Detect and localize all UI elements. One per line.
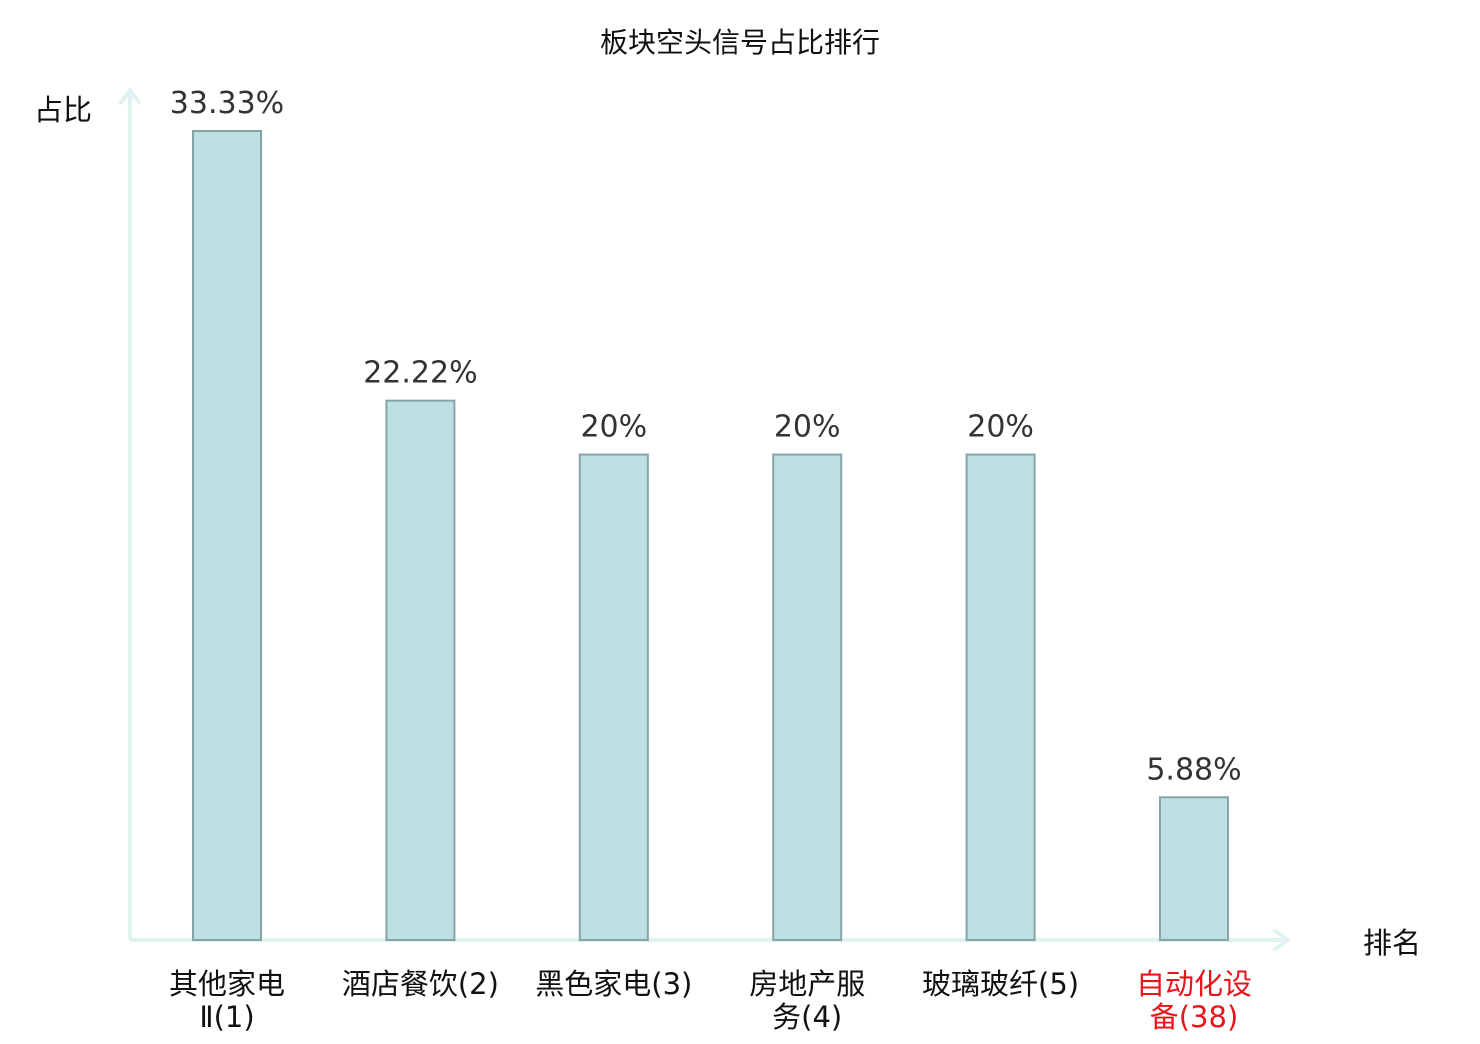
x-tick-label: 务(4) xyxy=(772,1000,842,1034)
bar-value-label: 20% xyxy=(967,410,1034,445)
bar-value-label: 20% xyxy=(580,410,647,445)
axes xyxy=(118,88,1290,952)
bar-value-label: 20% xyxy=(774,410,841,445)
x-axis-label: 排名 xyxy=(1363,926,1421,960)
bar xyxy=(965,453,1036,941)
chart-title: 板块空头信号占比排行 xyxy=(600,26,880,59)
bar-value-label: 33.33% xyxy=(170,86,284,121)
x-tick-label: 自动化设 xyxy=(1136,967,1252,1001)
x-tick-label: 黑色家电(3) xyxy=(535,967,692,1001)
y-axis-label: 占比 xyxy=(34,93,92,127)
x-tick-label: 房地产服 xyxy=(749,967,865,1001)
x-axis-arrow xyxy=(1272,928,1290,952)
bar xyxy=(385,399,456,941)
bar-value-label: 5.88% xyxy=(1146,752,1241,787)
bar xyxy=(772,453,843,941)
x-tick-label: 备(38) xyxy=(1150,1000,1239,1034)
bar xyxy=(1159,796,1229,942)
x-tick-label: 酒店餐饮(2) xyxy=(342,967,499,1001)
x-tick-label: Ⅱ(1) xyxy=(199,1000,254,1034)
x-tick-label: 玻璃玻纤(5) xyxy=(922,967,1079,1001)
y-axis-arrow xyxy=(118,88,142,106)
x-tick-label: 其他家电 xyxy=(169,967,285,1001)
bar xyxy=(578,453,649,941)
bar xyxy=(192,130,262,941)
bar-value-label: 22.22% xyxy=(363,356,477,391)
